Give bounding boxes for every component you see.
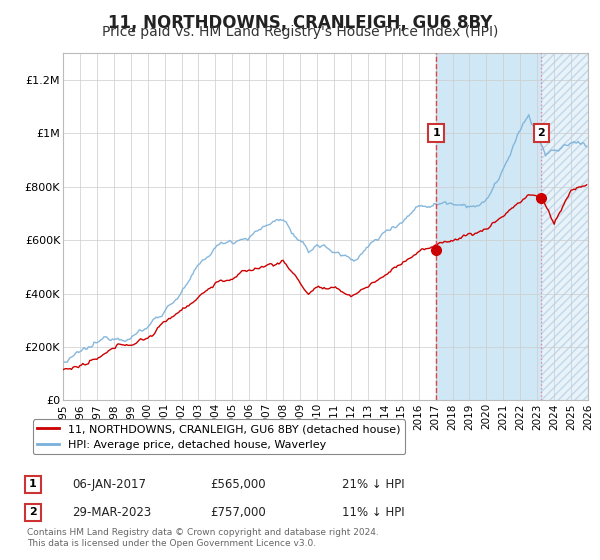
Text: 21% ↓ HPI: 21% ↓ HPI: [342, 478, 404, 491]
Text: £565,000: £565,000: [210, 478, 266, 491]
Text: Price paid vs. HM Land Registry's House Price Index (HPI): Price paid vs. HM Land Registry's House …: [102, 25, 498, 39]
Text: 1: 1: [29, 479, 37, 489]
Text: 1: 1: [433, 128, 440, 138]
Bar: [436, 53, 541, 400]
Text: 2: 2: [538, 128, 545, 138]
Bar: [541, 53, 588, 400]
Text: Contains HM Land Registry data © Crown copyright and database right 2024.
This d: Contains HM Land Registry data © Crown c…: [27, 528, 379, 548]
Text: 2: 2: [29, 507, 37, 517]
Text: 11% ↓ HPI: 11% ↓ HPI: [342, 506, 404, 519]
Text: 29-MAR-2023: 29-MAR-2023: [72, 506, 151, 519]
Bar: [541, 53, 588, 400]
Text: £757,000: £757,000: [210, 506, 266, 519]
Legend: 11, NORTHDOWNS, CRANLEIGH, GU6 8BY (detached house), HPI: Average price, detache: 11, NORTHDOWNS, CRANLEIGH, GU6 8BY (deta…: [32, 419, 405, 454]
Text: 06-JAN-2017: 06-JAN-2017: [72, 478, 146, 491]
Text: 11, NORTHDOWNS, CRANLEIGH, GU6 8BY: 11, NORTHDOWNS, CRANLEIGH, GU6 8BY: [108, 14, 492, 32]
